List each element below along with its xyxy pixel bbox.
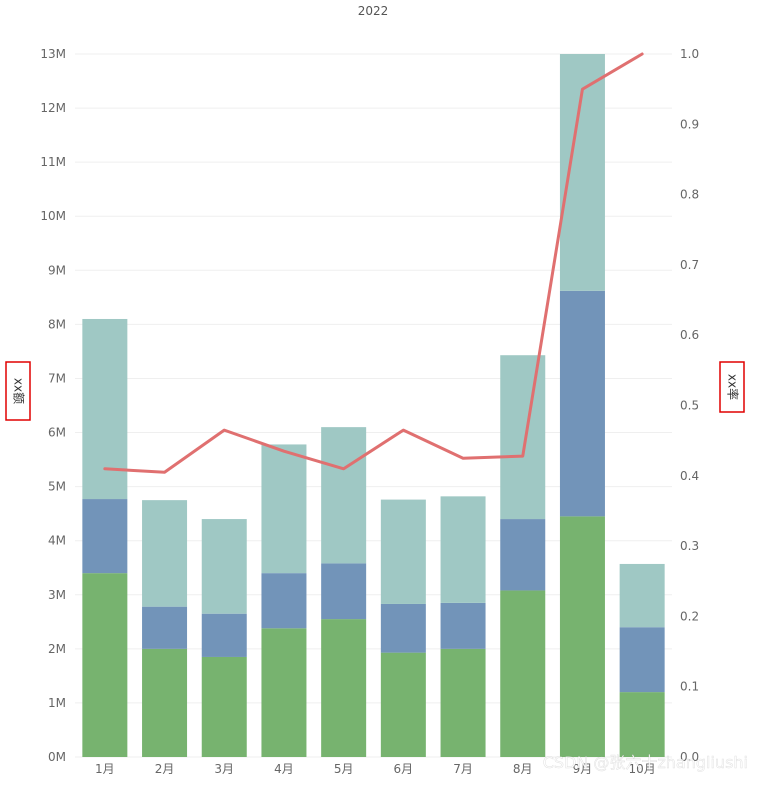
- bar-series-2: [321, 563, 367, 620]
- bar-series-3: [142, 500, 188, 607]
- y-tick-label: 4M: [48, 534, 66, 548]
- x-tick-label: 2月: [155, 762, 175, 776]
- y-tick-label: 13M: [40, 47, 66, 61]
- y-axis-label-right-text: xx率: [726, 374, 741, 400]
- line-series-4: [103, 52, 644, 474]
- y2-tick-label: 0.5: [680, 399, 699, 413]
- bar-series-1: [201, 656, 247, 757]
- y2-tick-label: 0.3: [680, 539, 699, 553]
- y2-tick-label: 0.4: [680, 469, 699, 483]
- y-tick-label: 0M: [48, 750, 66, 764]
- x-tick-label: 7月: [453, 762, 473, 776]
- right-axis-ticks: 0.0 0.1 0.2 0.3 0.4 0.5 0.6 0.7 0.8 0.9 1.0: [680, 47, 699, 764]
- bar-series-2: [380, 603, 426, 653]
- bar-series-3: [380, 499, 426, 604]
- y-axis-label-left-text: xx额: [12, 378, 26, 404]
- y2-tick-label: 0.2: [680, 609, 699, 623]
- x-tick-label: 4月: [274, 762, 294, 776]
- watermark: CSDN @张六十zhangliushi: [543, 753, 748, 772]
- bar-series-1: [142, 648, 188, 757]
- y-tick-label: 5M: [48, 480, 66, 494]
- bar-series-2: [559, 290, 605, 517]
- x-tick-label: 8月: [513, 762, 533, 776]
- x-tick-label: 3月: [214, 762, 234, 776]
- bar-series-3: [201, 519, 247, 614]
- bar-series-3: [500, 355, 546, 520]
- y2-tick-label: 0.8: [680, 188, 699, 202]
- bar-series-1: [82, 573, 128, 757]
- x-axis-ticks: 1月 2月 3月 4月 5月 6月 7月 8月 9月 10月: [95, 762, 656, 776]
- left-axis-ticks: 0M 1M 2M 3M 4M 5M 6M 7M 8M 9M 10M 11M 12M 13M: [40, 47, 66, 764]
- x-tick-label: 6月: [394, 762, 414, 776]
- x-tick-label: 10月: [629, 762, 656, 776]
- bar-series-3: [321, 427, 367, 564]
- y-tick-label: 3M: [48, 588, 66, 602]
- y2-tick-label: 1.0: [680, 47, 699, 61]
- y-tick-label: 10M: [40, 209, 66, 223]
- bar-series-2: [142, 606, 188, 649]
- y2-tick-label: 0.6: [680, 328, 699, 342]
- bar-series-2: [500, 519, 546, 591]
- bar-series-1: [559, 516, 605, 757]
- y2-tick-label: 0.7: [680, 258, 699, 272]
- bar-series-3: [440, 496, 486, 603]
- bar-series-1: [440, 648, 486, 757]
- bar-series-1: [380, 652, 426, 757]
- bar-series-2: [82, 499, 128, 574]
- y-tick-label: 11M: [40, 155, 66, 169]
- y-tick-label: 9M: [48, 263, 66, 277]
- bar-series-3: [261, 444, 307, 574]
- y-tick-label: 7M: [48, 371, 66, 385]
- bar-series-2: [440, 602, 486, 649]
- bar-series-1: [261, 628, 307, 757]
- bar-series-3: [619, 563, 665, 628]
- bar-series-2: [201, 613, 247, 657]
- y2-tick-label: 0.0: [680, 750, 699, 764]
- bars-layer: [82, 54, 665, 757]
- y-axis-label-left-box: [5, 361, 31, 421]
- bar-series-1: [500, 590, 546, 757]
- y2-tick-label: 0.9: [680, 117, 699, 131]
- y-tick-label: 8M: [48, 317, 66, 331]
- bar-series-1: [321, 619, 367, 757]
- bar-series-1: [619, 692, 665, 757]
- line-layer: [103, 52, 644, 474]
- y-tick-label: 1M: [48, 696, 66, 710]
- x-tick-label: 5月: [334, 762, 354, 776]
- y-tick-label: 6M: [48, 426, 66, 440]
- bar-series-3: [82, 318, 128, 500]
- x-tick-label: 1月: [95, 762, 115, 776]
- y-axis-label-right-box: [719, 361, 745, 413]
- bar-series-2: [261, 573, 307, 629]
- y-tick-label: 2M: [48, 642, 66, 656]
- y-tick-label: 12M: [40, 101, 66, 115]
- y-axis-label-left: xx额: [5, 361, 31, 421]
- bar-series-2: [619, 627, 665, 693]
- y2-tick-label: 0.1: [680, 680, 699, 694]
- y-axis-label-right: xx率: [719, 361, 745, 413]
- chart-title: 2022: [358, 4, 389, 18]
- x-tick-label: 9月: [573, 762, 593, 776]
